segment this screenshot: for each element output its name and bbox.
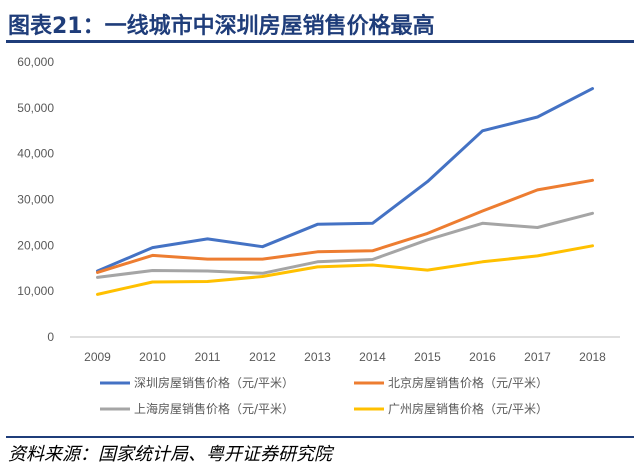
x-axis: 2009 2010 2011 2012 2013 2014 2015 2016 2017 2018 [70,336,620,364]
legend-label-2: 北京房屋销售价格（元/平米） [388,375,548,390]
y-tick-label: 40,000 [17,147,54,161]
series-layer [96,87,594,296]
y-axis: 0 10,000 20,000 30,000 40,000 50,000 60,000 [17,55,54,344]
legend-label-4: 广州房屋销售价格（元/平米） [388,401,548,416]
x-tick-label: 2009 [84,350,111,364]
legend-label-3: 上海房屋销售价格（元/平米） [134,401,294,416]
x-tick-label: 2012 [249,350,276,364]
series-line-4 [96,244,594,296]
legend: 深圳房屋销售价格（元/平米） 北京房屋销售价格（元/平米） 上海房屋销售价格（元/平… [100,375,548,416]
x-tick-label: 2014 [359,350,386,364]
y-tick-label: 60,000 [17,55,54,69]
source-note: 资料来源：国家统计局、粤开证券研究院 [8,444,332,465]
legend-label-1: 深圳房屋销售价格（元/平米） [134,375,294,390]
x-tick-label: 2013 [304,350,331,364]
source-rule [6,436,634,438]
x-tick-label: 2015 [414,350,441,364]
y-tick-label: 50,000 [17,101,54,115]
title-underline [6,40,634,43]
figure-title: 图表21：一线城市中深圳房屋销售价格最高 [8,14,435,39]
x-tick-label: 2010 [139,350,166,364]
x-tick-label: 2016 [469,350,496,364]
series-line-1 [96,87,594,273]
y-tick-label: 0 [47,330,54,344]
y-tick-label: 20,000 [17,238,54,252]
series-line-2 [96,178,594,274]
series-line-3 [96,211,594,279]
line-chart: 0 10,000 20,000 30,000 40,000 50,000 60,000 20… [17,55,620,416]
x-tick-label: 2011 [195,350,221,364]
x-tick-label: 2018 [579,350,606,364]
x-tick-label: 2017 [524,350,551,364]
y-tick-label: 10,000 [17,284,54,298]
y-tick-label: 30,000 [17,193,54,207]
